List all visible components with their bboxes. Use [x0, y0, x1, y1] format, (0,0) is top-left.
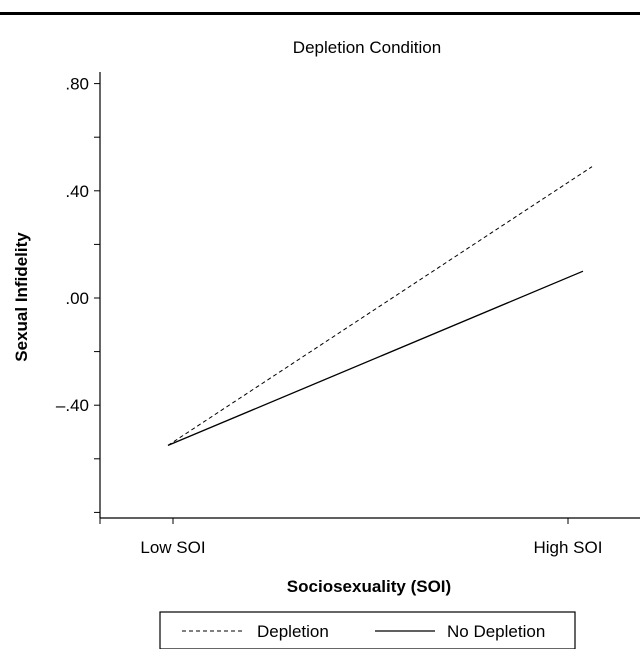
- axes: [99, 72, 640, 519]
- x-tick-label: High SOI: [534, 538, 603, 557]
- y-ticks: .80 .40 .00 –.40: [56, 75, 100, 513]
- legend-label-depletion: Depletion: [257, 622, 329, 641]
- top-rule: [0, 12, 640, 15]
- y-tick-label: –.40: [56, 396, 89, 415]
- y-axis-title: Sexual Infidelity: [12, 232, 31, 362]
- legend-box: [159, 611, 576, 649]
- x-axis-title: Sociosexuality (SOI): [287, 577, 451, 596]
- x-ticks: Low SOI High SOI: [99, 518, 603, 557]
- y-tick-label: .40: [65, 182, 89, 201]
- y-tick-label: .00: [65, 289, 89, 308]
- legend: Depletion No Depletion: [159, 611, 576, 649]
- series-line-no-depletion: [167, 270, 584, 446]
- chart-title: Depletion Condition: [293, 38, 441, 57]
- series-layer: [167, 166, 593, 446]
- x-tick-label: Low SOI: [140, 538, 205, 557]
- series-line-depletion: [167, 166, 593, 446]
- y-tick-label: .80: [65, 75, 89, 94]
- legend-label-no-depletion: No Depletion: [447, 622, 545, 641]
